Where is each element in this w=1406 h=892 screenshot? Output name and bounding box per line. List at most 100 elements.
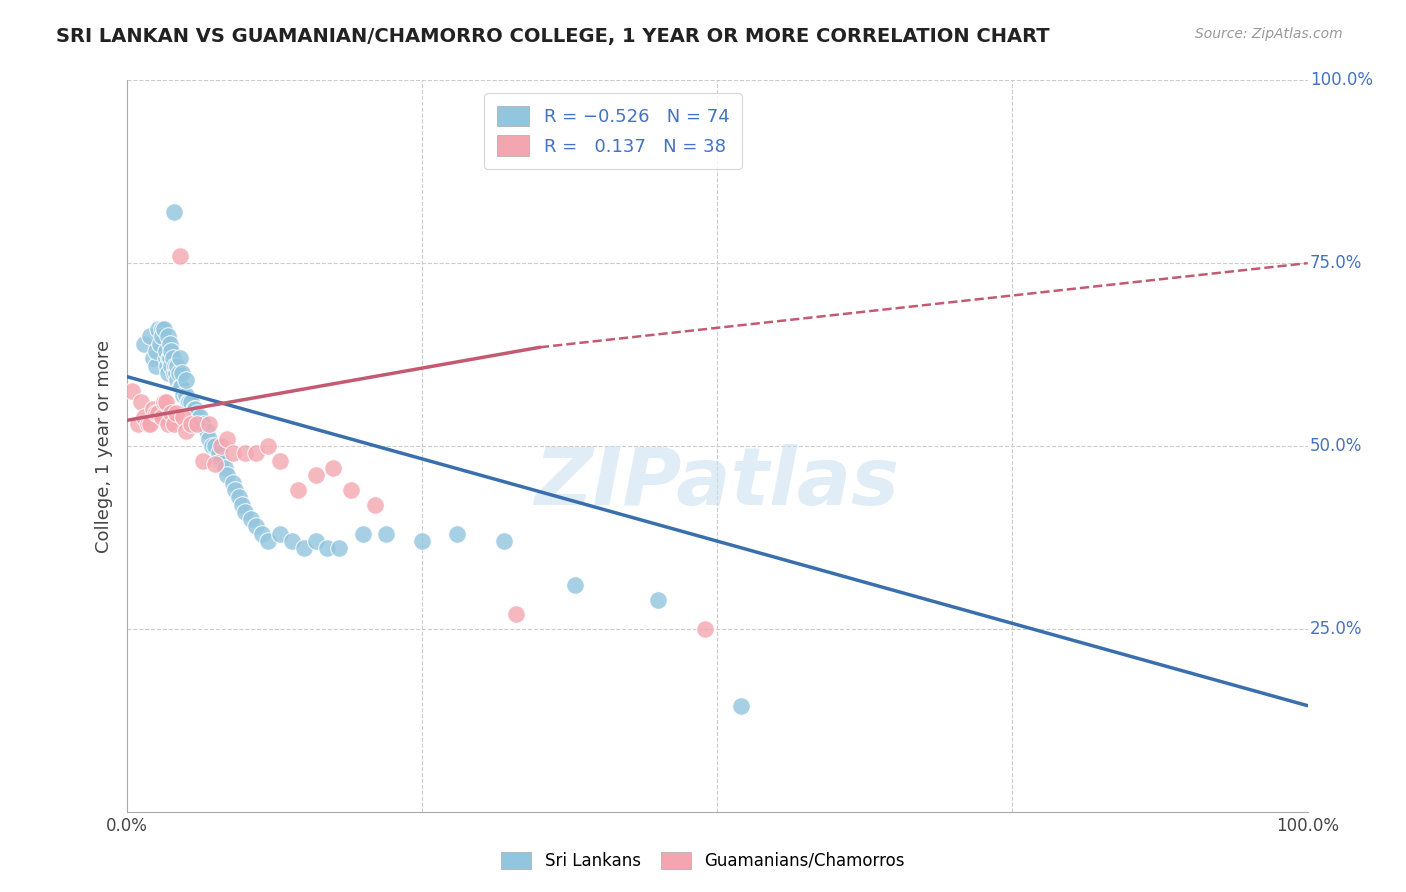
Point	[352, 526, 374, 541]
Point	[172, 388, 194, 402]
Point	[174, 425, 197, 439]
Point	[304, 534, 326, 549]
Point	[647, 592, 669, 607]
Point	[195, 425, 218, 439]
Point	[141, 351, 163, 366]
Point	[153, 322, 176, 336]
Point	[269, 526, 291, 541]
Point	[287, 483, 309, 497]
Point	[165, 406, 187, 420]
Point	[156, 329, 179, 343]
Text: 50.0%: 50.0%	[1310, 437, 1362, 455]
Point	[209, 453, 232, 467]
Point	[204, 439, 226, 453]
Point	[136, 417, 159, 431]
Point	[730, 698, 752, 713]
Point	[239, 512, 262, 526]
Text: 75.0%: 75.0%	[1310, 254, 1362, 272]
Point	[228, 490, 250, 504]
Point	[188, 409, 211, 424]
Point	[183, 402, 205, 417]
Point	[134, 409, 156, 424]
Point	[224, 483, 246, 497]
Point	[145, 406, 167, 420]
Point	[170, 380, 193, 394]
Point	[163, 205, 186, 219]
Point	[149, 336, 172, 351]
Point	[186, 406, 208, 420]
Point	[179, 395, 201, 409]
Point	[177, 395, 200, 409]
Point	[141, 402, 163, 417]
Point	[166, 359, 188, 373]
Point	[139, 417, 162, 431]
Text: Source: ZipAtlas.com: Source: ZipAtlas.com	[1195, 27, 1343, 41]
Point	[505, 607, 527, 622]
Point	[148, 322, 170, 336]
Text: 100.0%: 100.0%	[1310, 71, 1372, 89]
Point	[257, 534, 280, 549]
Point	[269, 453, 291, 467]
Point	[156, 366, 179, 380]
Point	[174, 388, 197, 402]
Point	[204, 457, 226, 471]
Point	[208, 446, 231, 460]
Point	[193, 417, 215, 431]
Point	[163, 366, 186, 380]
Point	[304, 468, 326, 483]
Point	[231, 498, 253, 512]
Point	[159, 351, 181, 366]
Text: ZIPatlas: ZIPatlas	[534, 443, 900, 522]
Point	[169, 351, 191, 366]
Point	[322, 461, 344, 475]
Point	[163, 417, 186, 431]
Point	[150, 322, 173, 336]
Point	[200, 439, 222, 453]
Point	[222, 475, 245, 490]
Point	[328, 541, 350, 556]
Point	[139, 329, 162, 343]
Point	[214, 461, 236, 475]
Point	[215, 432, 238, 446]
Point	[159, 336, 181, 351]
Point	[494, 534, 516, 549]
Point	[150, 329, 173, 343]
Point	[121, 384, 143, 399]
Point	[292, 541, 315, 556]
Point	[167, 366, 190, 380]
Point	[411, 534, 433, 549]
Point	[148, 406, 170, 420]
Point	[564, 578, 586, 592]
Text: 25.0%: 25.0%	[1310, 620, 1362, 638]
Point	[157, 351, 180, 366]
Point	[162, 351, 184, 366]
Point	[363, 498, 385, 512]
Point	[375, 526, 398, 541]
Point	[127, 417, 149, 431]
Point	[281, 534, 304, 549]
Point	[134, 336, 156, 351]
Point	[170, 366, 193, 380]
Point	[245, 446, 267, 460]
Point	[169, 380, 191, 394]
Point	[252, 526, 274, 541]
Point	[165, 366, 187, 380]
Point	[160, 343, 183, 358]
Point	[155, 343, 177, 358]
Point	[160, 406, 183, 420]
Legend: R = −0.526   N = 74, R =   0.137   N = 38: R = −0.526 N = 74, R = 0.137 N = 38	[484, 93, 742, 169]
Point	[180, 395, 202, 409]
Point	[145, 343, 167, 358]
Point	[245, 519, 267, 533]
Point	[174, 373, 197, 387]
Text: SRI LANKAN VS GUAMANIAN/CHAMORRO COLLEGE, 1 YEAR OR MORE CORRELATION CHART: SRI LANKAN VS GUAMANIAN/CHAMORRO COLLEGE…	[56, 27, 1050, 45]
Point	[155, 395, 177, 409]
Point	[163, 359, 186, 373]
Point	[233, 505, 256, 519]
Point	[153, 395, 176, 409]
Point	[169, 249, 191, 263]
Legend: Sri Lankans, Guamanians/Chamorros: Sri Lankans, Guamanians/Chamorros	[495, 845, 911, 877]
Point	[257, 439, 280, 453]
Point	[145, 359, 167, 373]
Point	[156, 417, 179, 431]
